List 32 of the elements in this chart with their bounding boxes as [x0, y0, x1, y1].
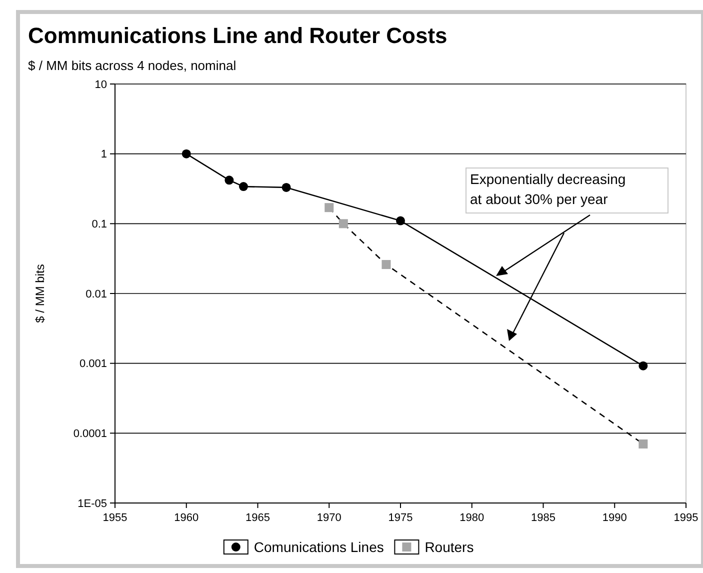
y-tick-label: 1E-05: [78, 498, 107, 510]
x-tick-label: 1995: [674, 512, 698, 524]
legend-label: Routers: [424, 539, 474, 555]
chart-subtitle: $ / MM bits across 4 nodes, nominal: [28, 58, 236, 73]
point: [324, 203, 334, 212]
legend-label: Comunications Lines: [254, 539, 384, 555]
point: [396, 216, 405, 226]
x-tick-label: 1980: [460, 512, 484, 524]
x-tick-label: 1965: [246, 512, 270, 524]
y-tick-label: 0.1: [92, 218, 107, 231]
chart-title: Communications Line and Router Costs: [28, 23, 448, 48]
x-tick-label: 1975: [388, 512, 413, 524]
point: [638, 361, 648, 370]
point: [382, 260, 391, 270]
point: [338, 219, 348, 228]
point: [238, 182, 248, 192]
point: [282, 182, 291, 192]
y-tick-label: 10: [94, 78, 107, 91]
x-tick-label: 1990: [602, 512, 627, 524]
point: [638, 439, 648, 448]
y-axis-title: $ / MM bits: [33, 264, 47, 323]
x-tick-label: 1960: [174, 512, 199, 524]
y-tick-label: 1: [100, 148, 107, 161]
x-tick-label: 1985: [531, 512, 556, 524]
point: [182, 149, 191, 158]
y-tick-label: 0.01: [86, 288, 107, 300]
point: [224, 176, 234, 185]
y-tick-label: 0.001: [79, 358, 107, 370]
x-tick-label: 1970: [316, 512, 342, 524]
annotation: Exponentially decreasing at about 30% per year: [470, 171, 626, 207]
x-tick-label: 1955: [102, 512, 128, 524]
y-tick-label: 0.0001: [73, 428, 107, 440]
